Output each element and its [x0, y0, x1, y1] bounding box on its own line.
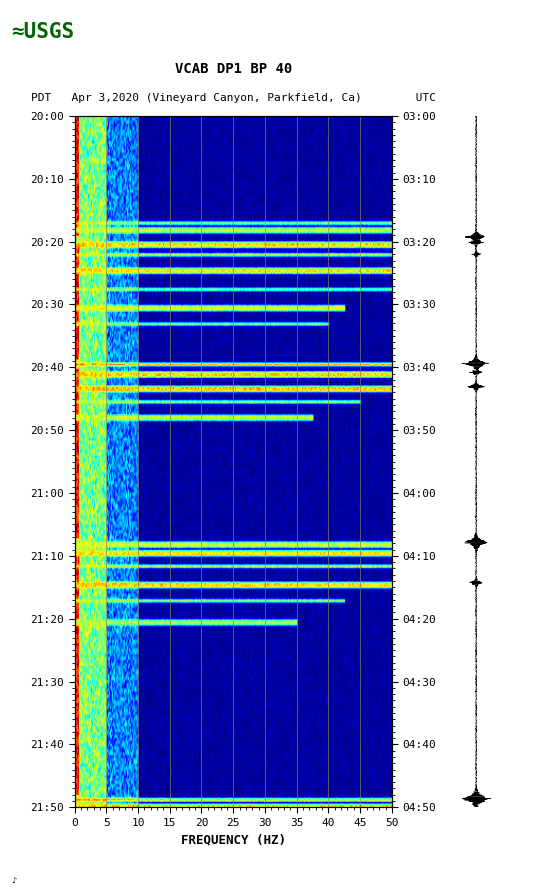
Text: VCAB DP1 BP 40: VCAB DP1 BP 40 [174, 62, 292, 76]
Text: PDT   Apr 3,2020 (Vineyard Canyon, Parkfield, Ca)        UTC: PDT Apr 3,2020 (Vineyard Canyon, Parkfie… [31, 93, 436, 103]
Text: ♪: ♪ [11, 876, 17, 885]
X-axis label: FREQUENCY (HZ): FREQUENCY (HZ) [181, 833, 286, 847]
Text: ≈USGS: ≈USGS [11, 22, 74, 42]
